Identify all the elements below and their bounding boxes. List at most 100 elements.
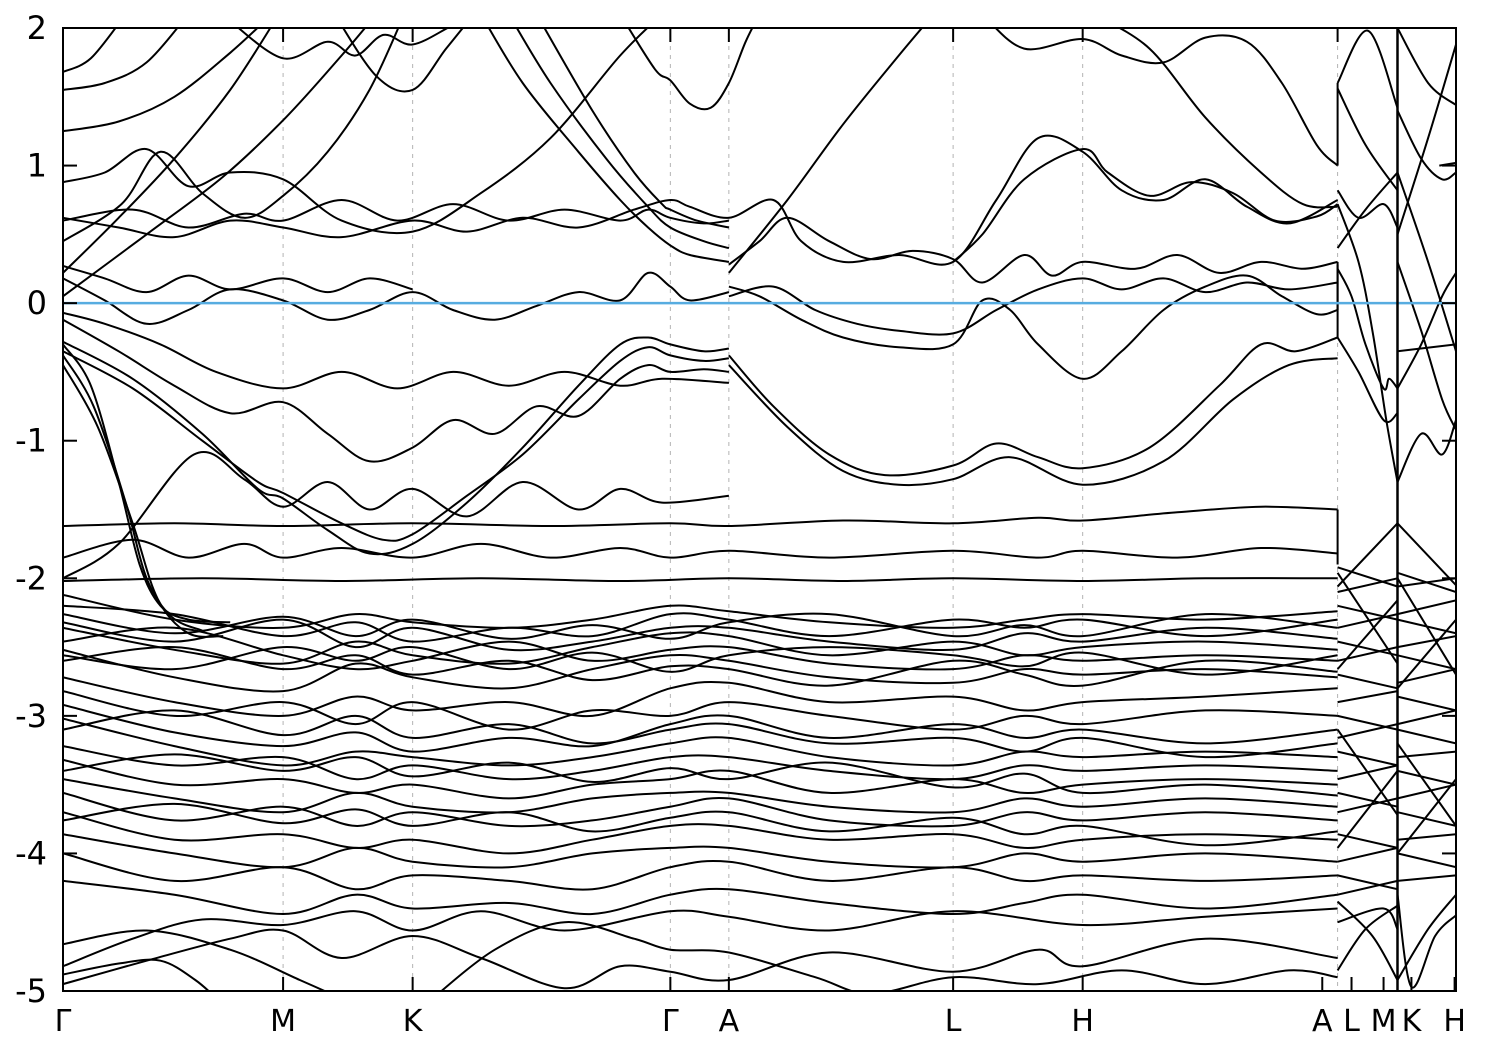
valence-band-line	[63, 709, 1338, 759]
x-tick-label: A	[719, 1004, 740, 1039]
band-line	[63, 199, 730, 229]
valence-band-line	[63, 676, 1338, 718]
panel-band-segment	[1337, 640, 1398, 657]
band-line	[1336, 171, 1399, 249]
valence-band-line	[63, 758, 1338, 800]
panel-band-segment	[1397, 728, 1456, 745]
valence-band-line	[63, 648, 1338, 693]
band-line	[1336, 336, 1399, 424]
band-line	[237, 28, 450, 60]
panel-band-segment	[1337, 846, 1398, 863]
valence-band-line	[63, 604, 1338, 643]
panel-band-segment	[1337, 791, 1398, 808]
panel-band-segment	[1397, 811, 1456, 827]
panel-band-segment	[1337, 566, 1398, 588]
valence-band-line	[63, 646, 1338, 676]
panel-band-segment	[1396, 742, 1456, 827]
panel-band-segment	[1336, 599, 1399, 670]
x-tick-label: M	[270, 1004, 296, 1039]
band-line	[1336, 29, 1399, 109]
valence-band-line	[63, 745, 1338, 781]
panel-band-segment	[1397, 833, 1456, 841]
band-line	[63, 346, 730, 542]
valence-band-line	[63, 646, 1338, 687]
band-line	[63, 265, 413, 294]
panel-band-segment	[1336, 522, 1399, 588]
panel-band-segment	[1397, 783, 1456, 800]
valence-band-line	[63, 778, 1338, 814]
panel-band-segment	[1337, 874, 1398, 891]
y-tick-label: 2	[27, 9, 47, 47]
band-line	[1396, 44, 1456, 235]
y-tick-label: -3	[15, 697, 47, 735]
x-tick-label: L	[945, 1004, 962, 1039]
panel-band-segment	[1337, 879, 1398, 896]
band-line	[63, 577, 1338, 582]
panel-band-segment	[1336, 572, 1399, 665]
valence-band-line	[63, 852, 1338, 891]
band-line	[63, 343, 231, 624]
band-line	[994, 28, 1339, 167]
valence-band-line	[63, 690, 1338, 731]
panel-band-segment	[1397, 343, 1456, 353]
panel-band-segment	[1397, 668, 1456, 684]
band-line	[1336, 189, 1399, 229]
y-tick-label: -4	[15, 834, 47, 872]
panel-band-segment	[1336, 770, 1399, 849]
band-line	[63, 364, 224, 638]
band-line	[63, 28, 179, 91]
panel-band-segment	[1396, 618, 1456, 689]
band-line	[63, 928, 1338, 990]
band-line	[728, 28, 924, 274]
valence-band-line	[63, 626, 1338, 665]
y-tick-label: -5	[15, 972, 47, 1010]
panel-band-segment	[1397, 599, 1456, 616]
panel-band-segment	[1396, 577, 1456, 676]
band-line	[1396, 28, 1456, 106]
band-line	[63, 28, 367, 298]
band-line	[1396, 894, 1456, 981]
band-line	[1336, 900, 1399, 981]
valence-band-line	[63, 717, 1338, 767]
panel-band-segment	[1337, 714, 1398, 731]
band-line	[439, 921, 1338, 991]
band-line	[1336, 88, 1399, 191]
band-line	[63, 929, 328, 991]
valence-band-line	[63, 612, 1338, 640]
band-line	[1396, 894, 1456, 989]
band-line	[63, 311, 729, 390]
band-line	[543, 28, 730, 229]
band-line	[627, 28, 754, 111]
x-tick-label: A	[1312, 1004, 1333, 1039]
band-line	[63, 354, 203, 632]
band-line	[63, 28, 117, 73]
x-tick-label: Γ	[662, 1004, 679, 1039]
band-line	[1336, 904, 1399, 971]
panel-band-segment	[1396, 522, 1456, 586]
band-line	[63, 134, 1339, 266]
x-tick-label: K	[1402, 1004, 1423, 1039]
panel-band-segment	[1397, 874, 1456, 882]
band-line	[728, 357, 1338, 487]
x-tick-label: H	[1443, 1004, 1466, 1039]
band-line	[1396, 172, 1456, 352]
band-line	[487, 28, 730, 263]
valence-band-line	[63, 753, 1338, 797]
band-line	[1117, 28, 1338, 209]
band-line	[1396, 272, 1456, 389]
band-line	[63, 336, 730, 556]
band-line	[952, 148, 1339, 263]
band-line	[1337, 907, 1399, 930]
band-line	[63, 28, 400, 243]
band-line	[1396, 261, 1456, 431]
band-line	[515, 28, 730, 250]
panel-band-segment	[1336, 729, 1399, 816]
panel-band-segment	[1337, 723, 1398, 739]
band-line	[63, 907, 1338, 968]
band-line	[728, 336, 1338, 477]
valence-band-line	[63, 833, 1338, 869]
panel-band-segment	[1337, 750, 1398, 767]
x-tick-label: K	[403, 1004, 424, 1039]
